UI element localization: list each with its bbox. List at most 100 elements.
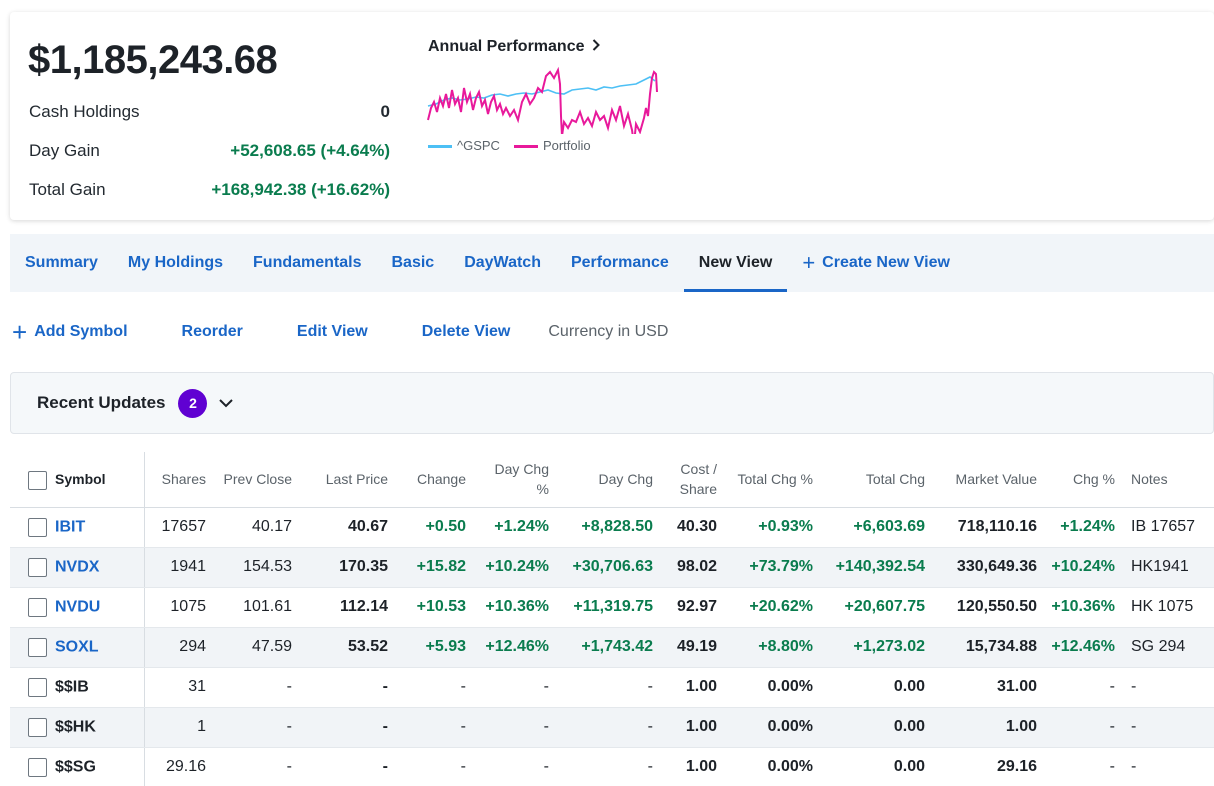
symbol-link[interactable]: SOXL [55,638,99,655]
cell-total-chg: 0.00 [819,707,931,748]
table-row[interactable]: SOXL 294 47.59 53.52 +5.93 +12.46% +1,743.42 49… [10,627,1214,668]
cell-day-chg-pct: +10.24% [472,547,555,588]
tab-fundamentals[interactable]: Fundamentals [253,254,362,271]
cell-cost-share: 49.19 [659,627,723,668]
cell-day-chg-pct: +10.36% [472,587,555,628]
cell-shares: 29.16 [144,747,212,786]
reorder-button[interactable]: Reorder [181,323,243,340]
create-new-view-button[interactable]: + Create New View [787,234,965,292]
cell-shares: 1941 [144,547,212,588]
tab-summary[interactable]: Summary [25,254,98,271]
chevron-right-icon [592,38,601,56]
cell-change: +10.53 [394,587,472,628]
cell-notes: - [1121,747,1214,786]
day-gain-label: Day Gain [29,141,100,160]
recent-updates-panel[interactable]: Recent Updates 2 [10,372,1214,434]
cell-market-value: 29.16 [931,747,1043,786]
annual-performance-link[interactable]: Annual Performance [428,38,601,56]
tab-daywatch[interactable]: DayWatch [464,254,541,271]
symbol-label: $$SG [55,758,96,775]
row-checkbox[interactable] [28,637,47,657]
symbol-link[interactable]: NVDU [55,598,101,615]
performance-legend: ^GSPC Portfolio [428,138,591,153]
cell-cost-share: 92.97 [659,587,723,628]
cash-holdings-label: Cash Holdings [29,102,140,121]
header-prev-close[interactable]: Prev Close [212,452,298,508]
row-checkbox[interactable] [28,557,47,577]
row-checkbox[interactable] [28,717,47,737]
cell-day-chg: - [555,747,659,786]
annual-performance-sparkline[interactable] [426,54,658,134]
header-chg-pct[interactable]: Chg % [1043,452,1121,508]
cell-total-chg-pct: +0.93% [723,507,819,548]
header-notes[interactable]: Notes [1121,452,1214,508]
cell-chg-pct: - [1043,707,1121,748]
legend-gspc: ^GSPC [428,138,500,153]
table-row[interactable]: IBIT 17657 40.17 40.67 +0.50 +1.24% +8,828.50 4… [10,507,1214,548]
row-checkbox[interactable] [28,757,47,777]
delete-view-button[interactable]: Delete View [421,323,511,340]
cell-notes: SG 294 [1121,627,1214,668]
table-header-row: Symbol Shares Prev Close Last Price Chan… [10,452,1214,508]
portfolio-actions: + Add Symbol Reorder Edit View Delete Vi… [12,319,668,345]
header-symbol[interactable]: Symbol [10,452,145,508]
cell-prev-close: - [212,747,298,786]
header-market-value[interactable]: Market Value [931,452,1043,508]
header-day-chg[interactable]: Day Chg [555,452,659,508]
cell-shares: 294 [144,627,212,668]
header-shares[interactable]: Shares [144,452,212,508]
row-checkbox[interactable] [28,517,47,537]
cell-chg-pct: +10.36% [1043,587,1121,628]
legend-portfolio: Portfolio [513,138,591,153]
cell-last-price: 170.35 [298,547,394,588]
header-last-price[interactable]: Last Price [298,452,394,508]
select-all-checkbox[interactable] [28,470,47,490]
cell-market-value: 15,734.88 [931,627,1043,668]
header-day-chg-pct[interactable]: Day Chg% [472,452,555,508]
holdings-table: Symbol Shares Prev Close Last Price Chan… [10,452,1214,786]
total-gain-label: Total Gain [29,180,106,199]
table-row[interactable]: $$SG 29.16- - - - -1.00 0.00% 0.00 29.16- - [10,747,1214,786]
symbol-link[interactable]: IBIT [55,518,86,535]
cell-day-chg: - [555,707,659,748]
day-gain-row: Day Gain +52,608.65 (+4.64%) [29,141,390,161]
row-checkbox[interactable] [28,597,47,617]
symbol-link[interactable]: NVDX [55,558,100,575]
add-symbol-button[interactable]: + Add Symbol [12,319,128,345]
recent-updates-title: Recent Updates [37,393,166,412]
cell-total-chg: 0.00 [819,667,931,708]
chevron-down-icon[interactable] [219,398,234,408]
row-checkbox[interactable] [28,677,47,697]
header-change[interactable]: Change [394,452,472,508]
header-cost-share[interactable]: Cost / Share [659,452,723,508]
tab-new-view[interactable]: New View [683,234,788,292]
table-row[interactable]: $$HK 1- - - - -1.00 0.00% 0.00 1.00- - [10,707,1214,748]
cell-cost-share: 1.00 [659,747,723,786]
tab-my-holdings[interactable]: My Holdings [127,254,224,271]
annual-performance-title: Annual Performance [428,38,585,55]
table-row[interactable]: $$IB 31- - - - -1.00 0.00% 0.00 31.00- - [10,667,1214,708]
cell-change: - [394,707,472,748]
cell-day-chg: +1,743.42 [555,627,659,668]
plus-icon: + [12,317,28,347]
cell-last-price: 53.52 [298,627,394,668]
cell-prev-close: 101.61 [212,587,298,628]
cell-total-chg: +140,392.54 [819,547,931,588]
cell-chg-pct: +1.24% [1043,507,1121,548]
tab-performance[interactable]: Performance [570,254,669,271]
cell-day-chg: +30,706.63 [555,547,659,588]
cell-chg-pct: +12.46% [1043,627,1121,668]
tab-basic[interactable]: Basic [391,254,435,271]
symbol-label: $$HK [55,718,96,735]
cell-cost-share: 1.00 [659,667,723,708]
cell-last-price: - [298,667,394,708]
table-row[interactable]: NVDX 1941 154.53 170.35 +15.82 +10.24% +30,706… [10,547,1214,588]
table-row[interactable]: NVDU 1075 101.61 112.14 +10.53 +10.36% +11,319… [10,587,1214,628]
recent-updates-count-badge: 2 [178,388,208,418]
edit-view-button[interactable]: Edit View [296,323,368,340]
cell-chg-pct: +10.24% [1043,547,1121,588]
cell-cost-share: 1.00 [659,707,723,748]
header-total-chg[interactable]: Total Chg [819,452,931,508]
header-total-chg-pct[interactable]: Total Chg % [723,452,819,508]
cell-change: +15.82 [394,547,472,588]
